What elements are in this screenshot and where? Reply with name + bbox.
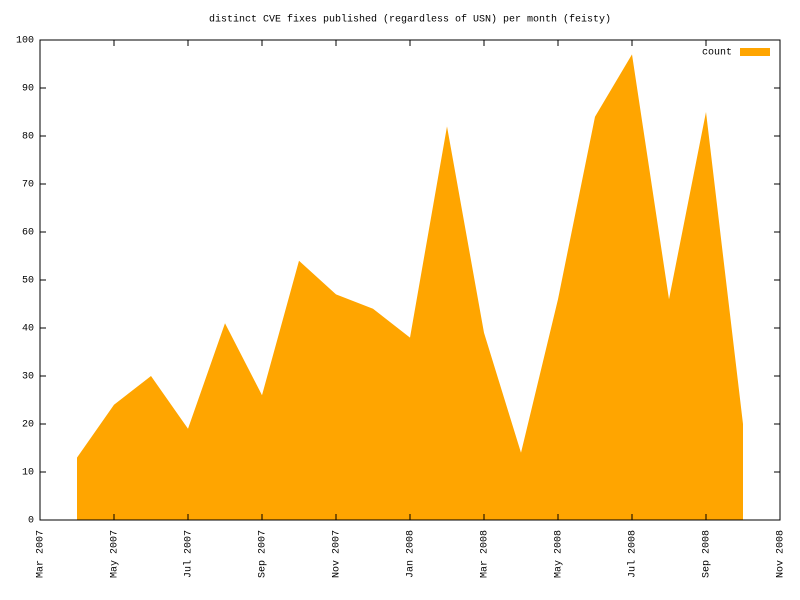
y-tick-label: 0	[28, 516, 34, 527]
y-tick-label: 100	[16, 36, 34, 47]
x-tick-label: Nov 2008	[776, 530, 787, 578]
x-tick-label: Jul 2007	[183, 530, 195, 578]
y-tick-label: 20	[22, 420, 34, 431]
y-tick-label: 40	[22, 324, 34, 335]
x-tick-label: Sep 2007	[258, 530, 269, 578]
y-tick-label: 80	[22, 132, 34, 143]
x-tick-label: Sep 2008	[702, 530, 713, 578]
x-tick-label: Nov 2007	[332, 530, 343, 578]
legend-label: count	[702, 48, 732, 59]
y-tick-label: 50	[22, 276, 34, 287]
y-tick-label: 60	[22, 228, 34, 239]
x-tick-label: May 2008	[554, 530, 565, 578]
area	[77, 54, 743, 521]
x-tick-label: Jan 2008	[406, 530, 417, 578]
chart-title: distinct CVE fixes published (regardless…	[209, 14, 611, 26]
legend-swatch	[740, 48, 770, 56]
y-tick-label: 10	[22, 468, 34, 479]
y-tick-label: 70	[22, 180, 34, 191]
x-tick-label: Jul 2008	[627, 530, 639, 578]
x-tick-label: May 2007	[110, 530, 121, 578]
x-tick-label: Mar 2008	[480, 530, 491, 578]
y-tick-label: 30	[22, 372, 34, 383]
y-tick-label: 90	[22, 84, 34, 95]
x-tick-label: Mar 2007	[36, 530, 47, 578]
